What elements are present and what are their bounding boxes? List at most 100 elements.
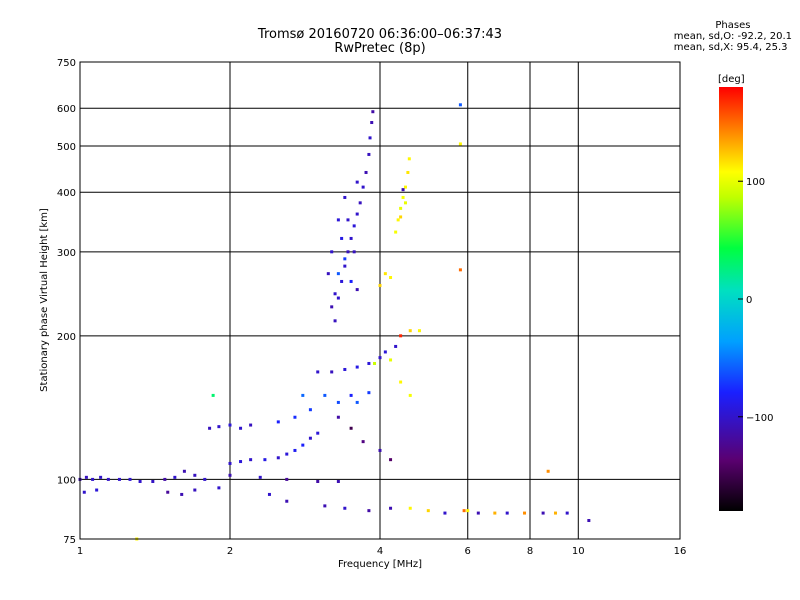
data-point: [352, 224, 356, 228]
data-point: [258, 475, 262, 479]
data-point: [316, 370, 320, 374]
y-axis-label: Stationary phase Virtual Height [km]: [39, 208, 50, 392]
data-point: [505, 511, 509, 515]
data-point: [466, 509, 470, 513]
data-point: [285, 499, 289, 503]
data-point: [361, 185, 365, 189]
data-point: [355, 288, 359, 292]
data-point: [336, 415, 340, 419]
x-tick-label: 16: [674, 546, 687, 557]
data-point: [368, 136, 372, 140]
data-point: [330, 305, 334, 309]
data-point: [346, 250, 350, 254]
data-point: [203, 477, 207, 481]
data-point: [352, 250, 356, 254]
data-point: [367, 509, 371, 513]
data-point: [399, 215, 403, 219]
data-point: [401, 195, 405, 199]
data-point: [458, 268, 462, 272]
data-point: [358, 201, 362, 205]
data-point: [389, 358, 393, 362]
data-point: [408, 506, 412, 510]
data-point: [166, 490, 170, 494]
data-point: [323, 393, 327, 397]
data-point: [228, 423, 232, 427]
data-point: [99, 475, 103, 479]
data-point: [239, 460, 243, 464]
data-point: [367, 152, 371, 156]
data-point: [371, 110, 375, 114]
data-point: [180, 492, 184, 496]
data-point: [394, 344, 398, 348]
data-point: [138, 479, 142, 483]
data-point: [443, 511, 447, 515]
data-point: [182, 469, 186, 473]
data-point: [403, 201, 407, 205]
data-point: [394, 230, 398, 234]
plot-frame: [79, 61, 681, 540]
data-point: [378, 356, 382, 360]
data-point: [163, 477, 167, 481]
data-point: [389, 458, 393, 462]
colorbar-ticks: 100 0 −100: [738, 177, 773, 424]
x-axis-label: Frequency [MHz]: [338, 559, 422, 570]
phase-stats-heading: Phases: [715, 20, 751, 31]
data-point: [403, 185, 407, 189]
data-point: [323, 504, 327, 508]
y-tick-label: 300: [57, 248, 76, 259]
data-point: [389, 506, 393, 510]
data-point: [267, 492, 271, 496]
data-point: [401, 188, 405, 192]
data-point: [408, 393, 412, 397]
data-point: [316, 431, 320, 435]
data-point: [565, 511, 569, 515]
data-point: [249, 423, 253, 427]
data-point: [355, 212, 359, 216]
data-point: [173, 475, 177, 479]
data-point: [343, 257, 347, 261]
data-point: [541, 511, 545, 515]
data-point: [396, 218, 400, 222]
data-point: [476, 511, 480, 515]
data-point: [349, 279, 353, 283]
data-point: [276, 456, 280, 460]
data-point: [217, 425, 221, 429]
data-point: [301, 443, 305, 447]
data-point: [523, 511, 527, 515]
data-point: [361, 440, 365, 444]
data-point: [151, 479, 155, 483]
data-point: [336, 400, 340, 404]
colorbar-tick-label: 100: [746, 177, 765, 188]
data-point: [408, 329, 412, 333]
data-point: [364, 170, 368, 174]
colorbar-tick-label: −100: [746, 413, 773, 424]
data-point: [546, 469, 550, 473]
data-point: [301, 393, 305, 397]
data-point: [211, 393, 215, 397]
data-point: [263, 458, 267, 462]
data-point: [367, 391, 371, 395]
data-point: [370, 121, 374, 125]
data-point: [106, 477, 110, 481]
x-tick-label: 1: [77, 546, 83, 557]
data-point: [349, 236, 353, 240]
data-point: [117, 477, 121, 481]
data-point: [193, 488, 197, 492]
data-point: [378, 283, 382, 287]
data-point: [308, 408, 312, 412]
data-point: [95, 488, 99, 492]
data-point: [308, 436, 312, 440]
data-point: [399, 334, 403, 338]
data-point: [208, 426, 212, 430]
grid-lines: [80, 62, 680, 539]
chart-title: Tromsø 20160720 06:36:00–06:37:43: [257, 27, 503, 42]
data-point: [333, 292, 337, 296]
data-point: [343, 367, 347, 371]
data-point: [293, 448, 297, 452]
data-point: [228, 461, 232, 465]
colorbar-tick-label: 0: [746, 295, 752, 306]
data-points: [78, 103, 591, 541]
data-point: [346, 218, 350, 222]
phase-statistics: Phases mean, sd,O: -92.2, 20.1 mean, sd,…: [674, 20, 792, 53]
